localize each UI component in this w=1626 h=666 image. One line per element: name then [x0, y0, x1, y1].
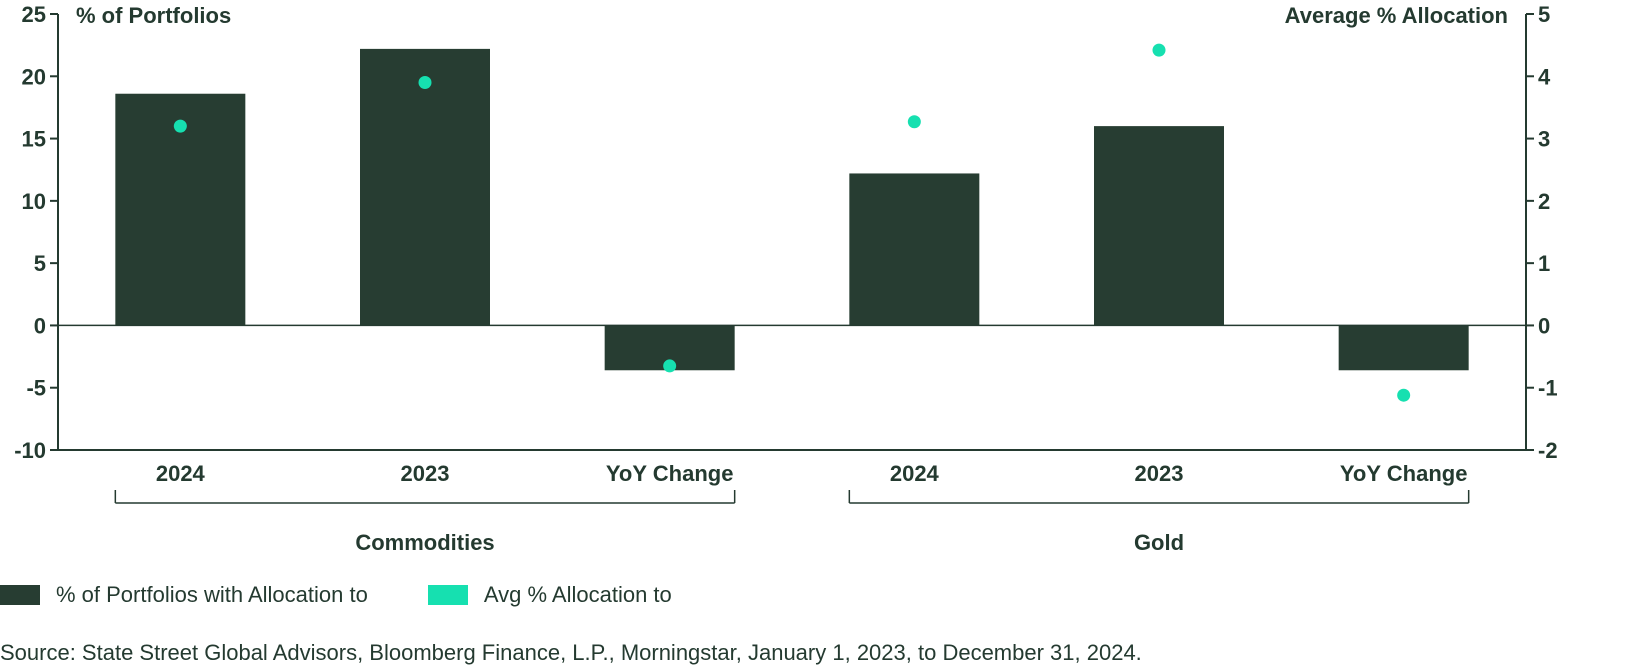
category-label: 2023 [401, 461, 450, 486]
dot [663, 359, 677, 373]
legend-label-bars: % of Portfolios with Allocation to [56, 582, 368, 607]
left-tick-label: 20 [22, 64, 46, 89]
category-label: YoY Change [606, 461, 734, 486]
category-label: 2023 [1135, 461, 1184, 486]
left-tick-label: 15 [22, 127, 46, 152]
legend-label-dots: Avg % Allocation to [483, 582, 672, 607]
legend-swatch-dots [427, 585, 468, 605]
dot [1397, 388, 1411, 402]
category-label: 2024 [890, 461, 940, 486]
legend: % of Portfolios with Allocation to Avg %… [0, 582, 732, 608]
right-tick-label: 3 [1538, 127, 1550, 152]
right-tick-label: 0 [1538, 313, 1550, 338]
bar [1338, 325, 1469, 371]
dot [173, 119, 187, 133]
legend-item-bars: % of Portfolios with Allocation to [0, 582, 368, 608]
source-note: Source: State Street Global Advisors, Bl… [0, 640, 1142, 665]
bar [360, 48, 490, 326]
right-axis-title: Average % Allocation [1285, 3, 1508, 28]
left-tick-label: -10 [14, 438, 46, 463]
dot [1152, 43, 1166, 57]
left-tick-label: 25 [22, 2, 46, 27]
right-tick-label: 1 [1538, 251, 1550, 276]
bar [849, 173, 980, 326]
left-tick-label: 0 [34, 313, 46, 338]
right-tick-label: -2 [1538, 438, 1558, 463]
right-tick-label: 2 [1538, 189, 1550, 214]
legend-swatch-bars [0, 585, 40, 605]
category-label: YoY Change [1340, 461, 1468, 486]
group-label: Commodities [355, 530, 494, 555]
dot [907, 115, 921, 129]
bar [1094, 126, 1224, 326]
right-tick-label: 4 [1538, 64, 1551, 89]
category-label: 2024 [156, 461, 206, 486]
dot [418, 76, 432, 90]
left-tick-label: -5 [26, 376, 46, 401]
group-label: Gold [1134, 530, 1184, 555]
left-tick-label: 10 [22, 189, 46, 214]
right-tick-label: -1 [1538, 376, 1558, 401]
left-tick-label: 5 [34, 251, 46, 276]
left-axis-title: % of Portfolios [76, 3, 231, 28]
legend-item-dots: Avg % Allocation to [427, 582, 672, 608]
right-tick-label: 5 [1538, 2, 1550, 27]
